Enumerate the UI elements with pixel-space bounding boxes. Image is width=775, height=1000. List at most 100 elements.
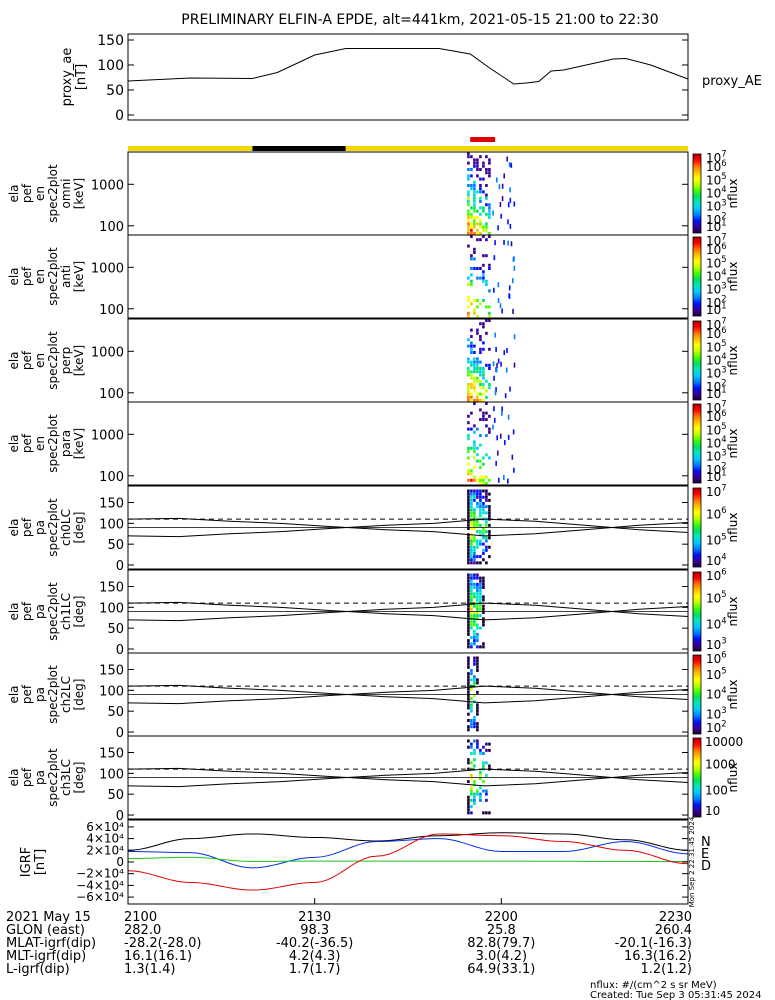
- spectrogram-cell: [493, 417, 496, 423]
- spectrogram-cell: [467, 232, 470, 235]
- spectrogram-cell: [473, 792, 476, 796]
- spectrogram-cell: [476, 561, 479, 565]
- spectrogram-cell: [476, 376, 479, 380]
- spectrogram-cell: [473, 495, 476, 499]
- spectrogram-cell: [470, 576, 473, 580]
- colorbar-tick-label: 104: [706, 685, 727, 701]
- footer-value: 260.4: [655, 923, 692, 938]
- spectrogram-cell: [476, 668, 479, 672]
- spectrogram-cell: [467, 758, 470, 762]
- spectrogram-cell: [467, 495, 470, 499]
- spectrogram-cell: [485, 536, 488, 540]
- spectrogram-cell: [467, 558, 470, 562]
- spectrogram-cell: [485, 530, 488, 534]
- spectrogram-cell: [470, 399, 473, 402]
- spectrogram-cell: [476, 607, 479, 611]
- spectrogram-cell: [482, 598, 485, 602]
- spectrogram-cell: [479, 347, 482, 351]
- spectrogram-cell: [470, 257, 473, 261]
- spectrogram-cell: [467, 203, 470, 207]
- spectrogram-cell: [473, 715, 476, 719]
- spectrogram-cell: [482, 505, 485, 509]
- spectrogram-cell: [470, 283, 473, 286]
- spectrogram-cell: [473, 536, 476, 540]
- spectrogram-cell: [488, 742, 491, 746]
- spectrogram-cell: [473, 466, 476, 469]
- spectrogram-cell: [479, 561, 482, 565]
- spectrogram-cell: [479, 196, 482, 200]
- spectrogram-cell: [479, 367, 482, 370]
- colorbar-label: nflux: [726, 179, 740, 209]
- spectrogram-cell: [473, 764, 476, 768]
- spectrogram-cell: [470, 511, 473, 515]
- spectrogram-cell: [473, 718, 476, 722]
- spectrogram-cell: [467, 656, 470, 660]
- spectrogram-cell: [488, 505, 491, 509]
- spectrogram-cell: [476, 370, 479, 374]
- spectrogram-cell: [485, 283, 488, 286]
- spectrogram-cell: [476, 703, 479, 707]
- spectrogram-cell: [473, 267, 476, 270]
- spectrogram-cell: [473, 196, 476, 200]
- spectrogram-cell: [473, 659, 476, 663]
- spectrogram-cell: [473, 526, 476, 530]
- spectrogram-cell: [470, 614, 473, 618]
- spectrogram-cell: [504, 440, 506, 446]
- spectrogram-cell: [476, 164, 479, 168]
- spectrogram-cell: [470, 168, 473, 171]
- spectrogram-cell: [482, 542, 485, 546]
- y-tick-label: 150: [99, 581, 124, 596]
- spectrogram-cell: [470, 687, 473, 691]
- spectrogram-cell: [485, 773, 488, 777]
- spectrogram-cell: [476, 665, 479, 669]
- spectrogram-cell: [482, 254, 485, 258]
- spectrogram-cell: [473, 367, 476, 370]
- spectrogram-cell: [479, 626, 482, 630]
- colorbar-tick-label: 105: [706, 531, 727, 547]
- spectrogram-cell: [476, 635, 479, 639]
- spectrogram-cell: [496, 435, 499, 441]
- spectrogram-cell: [485, 395, 488, 399]
- spectrogram-cell: [479, 335, 482, 338]
- spectrogram-cell: [467, 193, 470, 197]
- igrf-legend-e: E: [701, 847, 709, 862]
- spectrogram-cell: [479, 392, 482, 396]
- spectrogram-cell: [473, 539, 476, 543]
- spectrogram-cell: [467, 184, 470, 187]
- spectrogram-cell: [467, 505, 470, 509]
- y-tick-label: 0: [116, 855, 124, 869]
- panel-frame: [127, 234, 689, 319]
- spectrogram-cell: [470, 595, 473, 599]
- spectrogram-cell: [485, 389, 488, 393]
- spectrogram-cell: [476, 158, 479, 162]
- spectrogram-cell: [467, 434, 470, 437]
- spectrogram-cell: [479, 592, 482, 596]
- spectrogram-cell: [485, 498, 488, 502]
- spectrogram-cell: [485, 489, 488, 493]
- spectrogram-cell: [476, 592, 479, 596]
- spectrogram-cell: [482, 780, 485, 784]
- spectrogram-cell: [482, 370, 485, 374]
- footer-value: 282.0: [124, 923, 161, 938]
- spectrogram-cell: [476, 690, 479, 694]
- y-tick-label: 100: [99, 303, 124, 318]
- spectrogram-cell: [467, 642, 470, 646]
- spectrogram-cell: [473, 225, 476, 229]
- spectrogram-cell: [488, 545, 491, 549]
- spectrogram-cell: [485, 495, 488, 499]
- spectrogram-cell: [467, 161, 470, 165]
- spectrogram-cell: [479, 360, 482, 364]
- spectrogram-cell: [473, 357, 476, 361]
- y-tick-label: 100: [99, 517, 124, 532]
- colorbar: [692, 737, 702, 818]
- colorbar: [692, 236, 702, 317]
- spectrogram-cell: [470, 722, 473, 726]
- spectrogram-cell: [482, 551, 485, 555]
- spectrogram-cell: [482, 399, 485, 402]
- spectrogram-cell: [488, 748, 491, 752]
- spectrogram-cell: [473, 379, 476, 383]
- spectrogram-cell: [473, 576, 476, 580]
- spectrogram-cell: [467, 168, 470, 171]
- anti-loss-cone-line: [127, 768, 689, 788]
- spectrogram-cell: [488, 508, 491, 512]
